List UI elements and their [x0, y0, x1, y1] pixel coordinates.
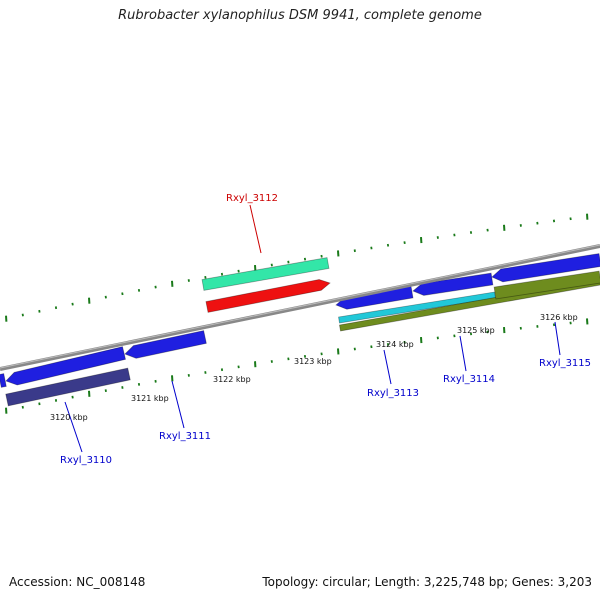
cds-rxyl-3115 — [491, 253, 600, 283]
leader-rxyl-3114 — [459, 335, 467, 372]
scale-label-3126: 3126 kbp — [540, 313, 578, 322]
accession-text: Accession: NC_008148 — [9, 575, 146, 589]
gene-label-rxyl-3110: Rxyl_3110 — [60, 455, 112, 466]
topology-text: Topology: circular; Length: 3,225,748 bp… — [262, 575, 592, 589]
cds-left-edge — [0, 373, 7, 388]
inner-tick-track — [5, 318, 589, 414]
outer-tick-track — [5, 213, 589, 322]
label-leaders — [64, 204, 561, 453]
backbone — [0, 244, 600, 371]
cds-cyan-strip — [338, 291, 496, 324]
gene-label-rxyl-3115: Rxyl_3115 — [539, 358, 591, 369]
backbone-highlight — [0, 244, 600, 369]
gene-label-rxyl-3111: Rxyl_3111 — [159, 431, 211, 442]
leader-rxyl-3115 — [554, 321, 561, 356]
gene-label-rxyl-3112: Rxyl_3112 — [226, 193, 278, 204]
scale-label-3122: 3122 kbp — [213, 375, 251, 384]
leader-rxyl-3111 — [171, 380, 185, 429]
cds-rxyl-3111 — [124, 330, 207, 359]
scale-label-3121: 3121 kbp — [131, 394, 169, 403]
leader-rxyl-3110 — [64, 401, 83, 453]
gene-label-rxyl-3113: Rxyl_3113 — [367, 388, 419, 399]
scale-label-3125: 3125 kbp — [457, 326, 495, 335]
gene-label-rxyl-3114: Rxyl_3114 — [443, 374, 495, 385]
leader-rxyl-3113 — [383, 349, 392, 385]
feature-track — [0, 253, 600, 407]
cds-rxyl-3110 — [5, 367, 131, 407]
map-title: Rubrobacter xylanophilus DSM 9941, compl… — [118, 8, 482, 23]
cds-olive-block — [493, 270, 600, 300]
cds-rxyl-3110-blue — [5, 346, 126, 386]
scale-label-3124: 3124 kbp — [376, 340, 414, 349]
scale-label-3123: 3123 kbp — [294, 357, 332, 366]
cds-rxyl-3112-aqua — [201, 257, 330, 291]
cds-rxyl-3112 — [205, 279, 331, 313]
leader-rxyl-3112 — [249, 204, 262, 254]
scale-label-3120: 3120 kbp — [50, 413, 88, 422]
